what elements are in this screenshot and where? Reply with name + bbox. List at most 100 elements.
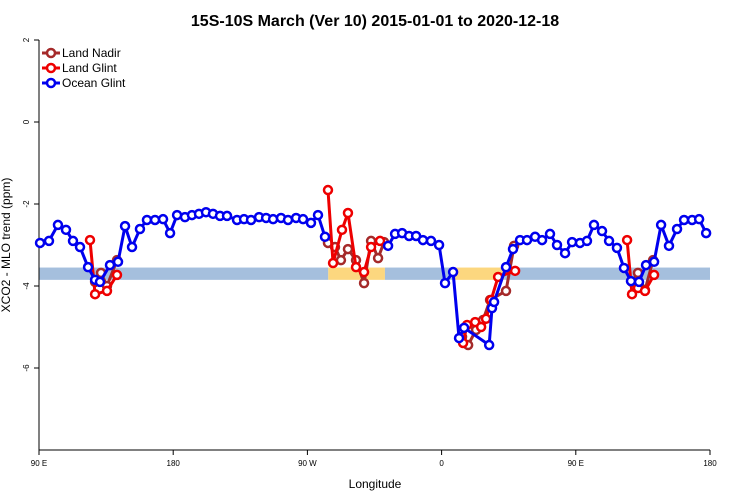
data-point <box>134 223 146 235</box>
data-point <box>671 223 683 235</box>
series-line <box>88 189 656 344</box>
data-point <box>74 241 86 253</box>
data-point <box>640 259 652 271</box>
surface-band <box>384 267 456 280</box>
data-point <box>67 235 79 247</box>
data-point <box>164 227 176 239</box>
data-point <box>596 225 608 237</box>
data-point <box>500 285 512 297</box>
data-point <box>221 210 233 222</box>
data-point <box>358 277 370 289</box>
data-point <box>358 266 370 278</box>
data-point <box>551 239 563 251</box>
legend-label: Land Glint <box>62 61 117 75</box>
y-tick-label: 0 <box>22 119 31 124</box>
data-point <box>588 219 600 231</box>
data-point <box>633 276 645 288</box>
data-point <box>700 227 712 239</box>
surface-band <box>39 267 329 280</box>
data-point <box>458 322 470 334</box>
data-point <box>544 228 556 240</box>
data-point <box>84 234 96 246</box>
data-point <box>663 240 675 252</box>
x-axis-label: Longitude <box>349 477 402 491</box>
data-point <box>372 252 384 264</box>
legend-marker <box>45 77 57 89</box>
data-point <box>305 217 317 229</box>
data-point <box>82 261 94 273</box>
surface-band <box>455 267 505 280</box>
y-tick-label: -4 <box>22 282 31 290</box>
data-point <box>101 285 113 297</box>
data-point <box>245 214 257 226</box>
data-point <box>611 242 623 254</box>
x-tick-label: 180 <box>167 459 181 468</box>
data-point <box>34 237 46 249</box>
data-point <box>374 235 386 247</box>
data-point <box>104 259 116 271</box>
data-point <box>141 214 153 226</box>
surface-band <box>328 267 385 280</box>
data-point <box>648 269 660 281</box>
data-point <box>483 339 495 351</box>
data-point <box>648 256 660 268</box>
data-point <box>655 219 667 231</box>
data-point <box>475 321 487 333</box>
y-tick-label: 2 <box>22 37 31 42</box>
data-point <box>126 241 138 253</box>
data-point <box>112 256 124 268</box>
data-point <box>488 296 500 308</box>
data-point <box>439 277 451 289</box>
y-tick-label: -2 <box>22 200 31 208</box>
y-tick-label: -6 <box>22 364 31 372</box>
data-point <box>626 288 638 300</box>
data-point <box>60 224 72 236</box>
data-point <box>603 235 615 247</box>
data-point <box>500 261 512 273</box>
data-point <box>382 240 394 252</box>
data-point <box>342 207 354 219</box>
data-point <box>111 269 123 281</box>
data-point <box>365 241 377 253</box>
data-point <box>678 214 690 226</box>
data-point <box>417 234 429 246</box>
data-point <box>282 214 294 226</box>
data-point <box>52 219 64 231</box>
data-point <box>559 247 571 259</box>
data-point <box>693 213 705 225</box>
data-point <box>119 220 131 232</box>
data-point <box>618 262 630 274</box>
x-tick-label: 0 <box>439 459 444 468</box>
data-point <box>89 288 101 300</box>
legend-marker <box>45 47 57 59</box>
data-point <box>319 231 331 243</box>
x-tick-label: 90 W <box>298 459 317 468</box>
data-point <box>621 234 633 246</box>
x-tick-label: 90 E <box>568 459 584 468</box>
data-point <box>453 332 465 344</box>
data-point <box>336 224 348 236</box>
chart-title: 15S-10S March (Ver 10) 2015-01-01 to 202… <box>191 13 559 30</box>
data-point <box>312 209 324 221</box>
data-point <box>149 214 161 226</box>
surface-band <box>504 267 710 280</box>
data-point <box>509 265 521 277</box>
legend-label: Land Nadir <box>62 46 121 60</box>
data-point <box>480 313 492 325</box>
data-point <box>350 261 362 273</box>
data-point <box>639 285 651 297</box>
data-point <box>327 257 339 269</box>
data-point <box>625 275 637 287</box>
data-point <box>43 235 55 247</box>
data-point <box>581 235 593 247</box>
legend-label: Ocean Glint <box>62 76 126 90</box>
y-axis-label: XCO2 - MLO trend (ppm) <box>0 178 13 313</box>
x-tick-label: 90 E <box>31 459 47 468</box>
data-point <box>447 266 459 278</box>
data-point <box>297 213 309 225</box>
data-point <box>433 239 445 251</box>
legend-marker <box>45 62 57 74</box>
data-point <box>425 235 437 247</box>
data-point <box>536 234 548 246</box>
data-point <box>322 184 334 196</box>
